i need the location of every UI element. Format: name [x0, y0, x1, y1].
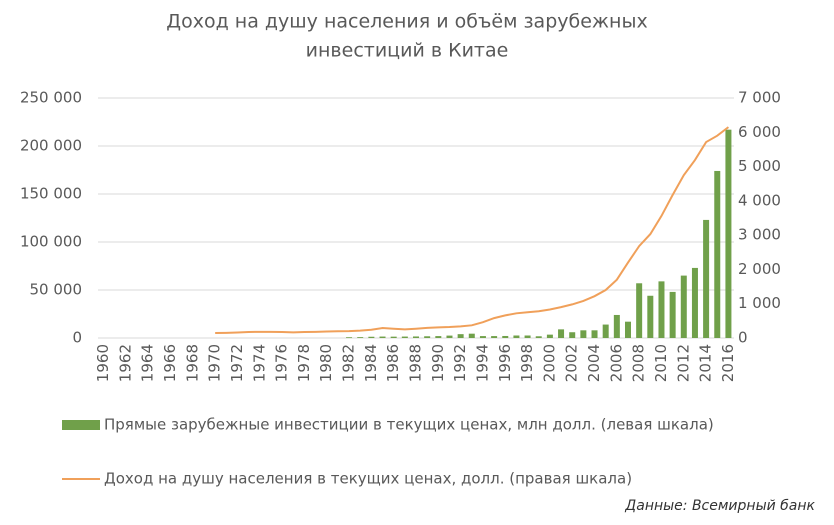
x-tick-label: 2016: [719, 344, 737, 382]
bar: [390, 336, 397, 338]
x-tick-label: 1994: [473, 344, 491, 382]
bar: [714, 170, 721, 338]
bar: [591, 330, 598, 338]
bar: [446, 335, 453, 338]
x-tick-label: 2000: [540, 344, 558, 382]
chart-title: Доход на душу населения и объём зарубежн…: [166, 11, 647, 33]
y-tick-label: 150 000: [20, 185, 82, 203]
x-tick-label: 1990: [429, 344, 447, 382]
bar: [401, 336, 408, 338]
bar: [457, 334, 464, 338]
x-tick-label: 1960: [94, 344, 112, 382]
bar: [468, 333, 475, 338]
bar: [368, 336, 375, 338]
legend-label: Доход на душу населения в текущих ценах,…: [104, 470, 632, 488]
x-tick-label: 2008: [630, 344, 648, 382]
bar: [625, 321, 631, 338]
y2-tick-label: 2 000: [738, 260, 781, 278]
x-tick-label: 1986: [384, 344, 402, 382]
bar: [513, 335, 520, 338]
x-tick-label: 2012: [674, 344, 692, 382]
bar: [636, 283, 643, 338]
bar: [613, 314, 620, 338]
y2-tick-label: 5 000: [738, 157, 781, 175]
bar: [669, 291, 676, 338]
y2-tick-label: 3 000: [738, 226, 781, 244]
bar: [569, 332, 576, 338]
line: [215, 126, 730, 334]
x-tick-label: 1968: [183, 344, 201, 382]
legend-label: Прямые зарубежные инвестиции в текущих ц…: [104, 416, 714, 434]
x-tick-label: 1980: [317, 344, 335, 382]
bar: [435, 336, 442, 338]
y-tick-label: 50 000: [30, 281, 83, 299]
bar: [502, 335, 509, 338]
x-tick-label: 1966: [161, 344, 179, 382]
bar: [346, 337, 353, 339]
bar: [491, 336, 498, 338]
bar: [580, 330, 587, 338]
y2-tick-label: 4 000: [738, 191, 781, 209]
x-tick-label: 1970: [206, 344, 224, 382]
x-tick-label: 1982: [340, 344, 358, 382]
bar: [725, 129, 732, 338]
x-tick-label: 1962: [116, 344, 134, 382]
x-tick-label: 2006: [607, 344, 625, 382]
bar: [647, 295, 654, 338]
y2-tick-label: 1 000: [738, 294, 781, 312]
bar: [357, 337, 364, 338]
x-tick-label: 2014: [697, 344, 715, 382]
source: Данные: Всемирный банк: [624, 498, 815, 514]
x-tick-label: 2004: [585, 344, 603, 382]
x-tick-label: 1998: [518, 344, 536, 382]
bar: [680, 275, 687, 338]
y2-tick-label: 6 000: [738, 123, 781, 141]
x-tick-label: 1984: [362, 344, 380, 382]
bar: [379, 336, 386, 338]
x-tick-label: 1978: [295, 344, 313, 382]
legend-swatch: [62, 420, 100, 430]
y-tick-label: 200 000: [20, 137, 82, 155]
bar: [658, 281, 665, 338]
bar: [602, 324, 609, 338]
x-tick-label: 1992: [451, 344, 469, 382]
bar: [424, 336, 431, 338]
x-tick-label: 2010: [652, 344, 670, 382]
x-tick-label: 1976: [273, 344, 291, 382]
x-tick-label: 1964: [139, 344, 157, 382]
y-tick-label: 0: [72, 329, 82, 347]
y2-tick-label: 7 000: [738, 89, 781, 107]
bar: [691, 267, 698, 338]
x-tick-label: 1974: [250, 344, 268, 382]
bar: [703, 219, 710, 338]
bar: [535, 336, 542, 338]
bar: [558, 329, 565, 338]
bar: [413, 336, 419, 338]
bar: [479, 336, 486, 338]
y-tick-label: 250 000: [20, 89, 82, 107]
bar: [524, 335, 531, 338]
y-tick-label: 100 000: [20, 233, 82, 251]
x-tick-label: 2002: [563, 344, 581, 382]
x-tick-label: 1988: [407, 344, 425, 382]
chart-title: инвестиций в Китае: [306, 40, 509, 62]
x-tick-label: 1972: [228, 344, 246, 382]
bar: [546, 334, 553, 338]
x-tick-label: 1996: [496, 344, 514, 382]
y2-tick-label: 0: [738, 329, 748, 347]
